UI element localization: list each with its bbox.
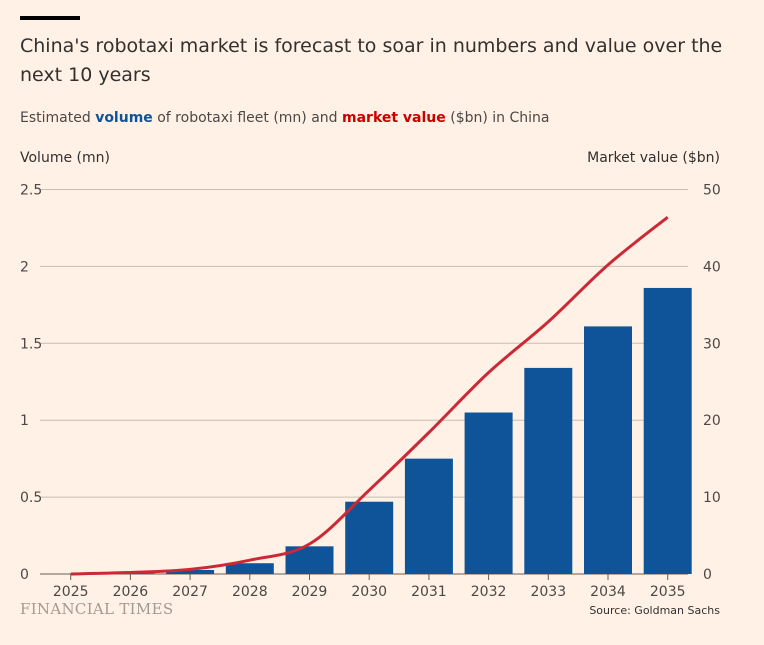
y-right-tick-label: 0 bbox=[703, 567, 712, 583]
market-value-line bbox=[70, 216, 669, 576]
x-tick-label: 2034 bbox=[590, 584, 626, 600]
y-left-tick-label: 1 bbox=[20, 413, 29, 429]
subtitle-mid: of robotaxi fleet (mn) and bbox=[152, 110, 342, 126]
y-left-tick-label: 0 bbox=[20, 567, 29, 583]
volume-bar bbox=[643, 287, 692, 574]
y-left-tick-label: 2.5 bbox=[20, 183, 42, 199]
subtitle-value: market value bbox=[342, 110, 446, 126]
ft-top-rule bbox=[20, 16, 80, 20]
subtitle-volume: volume bbox=[95, 110, 153, 126]
y-left-tick-label: 2 bbox=[20, 259, 29, 275]
chart-title: China's robotaxi market is forecast to s… bbox=[20, 35, 723, 86]
y-right-tick-label: 20 bbox=[703, 413, 721, 429]
volume-bar bbox=[345, 501, 394, 574]
source-note: Source: Goldman Sachs bbox=[589, 604, 720, 617]
x-tick-label: 2025 bbox=[53, 584, 89, 600]
x-tick-label: 2027 bbox=[172, 584, 208, 600]
y-left-tick-label: 1.5 bbox=[20, 336, 42, 352]
chart-subtitle: Estimated volume of robotaxi fleet (mn) … bbox=[20, 110, 549, 126]
ft-logo: FINANCIAL TIMES bbox=[20, 600, 174, 618]
x-tick-label: 2033 bbox=[530, 584, 566, 600]
volume-bar bbox=[404, 458, 453, 574]
x-tick-label: 2030 bbox=[351, 584, 387, 600]
y-right-tick-label: 50 bbox=[703, 183, 721, 199]
x-tick-label: 2026 bbox=[113, 584, 149, 600]
x-tick-label: 2028 bbox=[232, 584, 268, 600]
x-tick-label: 2032 bbox=[471, 584, 507, 600]
x-tick-label: 2035 bbox=[650, 584, 686, 600]
volume-bar bbox=[166, 570, 215, 574]
subtitle-post: ($bn) in China bbox=[445, 110, 550, 126]
y-axis-left-label: Volume (mn) bbox=[20, 150, 110, 166]
volume-bar bbox=[524, 367, 573, 574]
y-right-tick-label: 10 bbox=[703, 490, 721, 506]
y-left-tick-label: 0.5 bbox=[20, 490, 42, 506]
subtitle-pre: Estimated bbox=[20, 110, 96, 126]
x-tick-label: 2031 bbox=[411, 584, 447, 600]
volume-bar bbox=[584, 326, 632, 574]
volume-bar bbox=[225, 563, 274, 574]
y-right-tick-label: 40 bbox=[703, 259, 721, 275]
y-right-tick-label: 30 bbox=[703, 336, 721, 352]
y-axis-right-label: Market value ($bn) bbox=[587, 150, 720, 166]
volume-bar bbox=[464, 412, 513, 574]
x-tick-label: 2029 bbox=[292, 584, 328, 600]
